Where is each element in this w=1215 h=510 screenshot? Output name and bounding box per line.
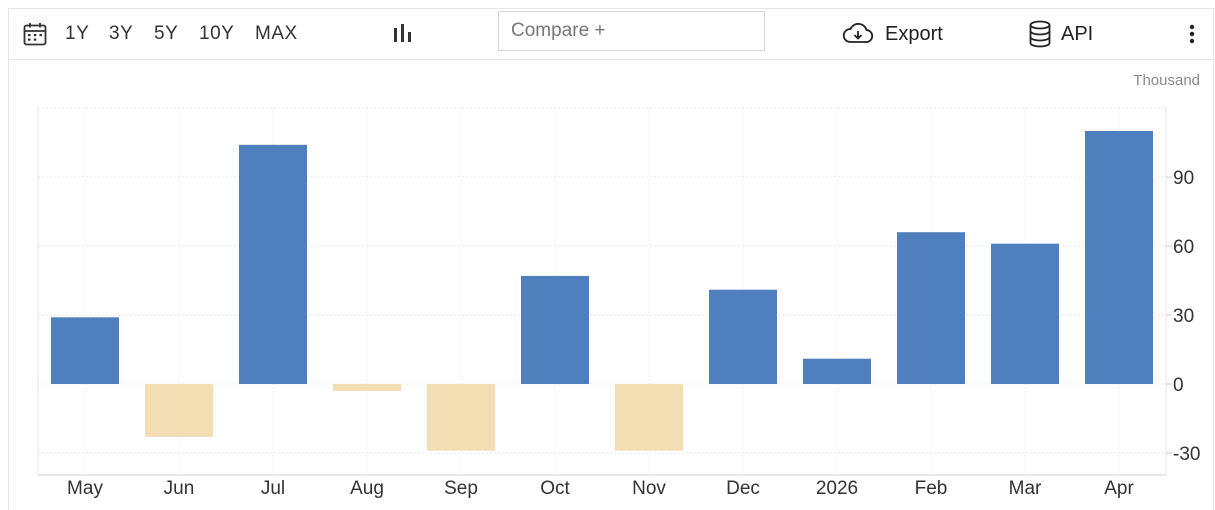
x-tick-label: Apr <box>1104 478 1134 499</box>
y-tick-label: 0 <box>1173 375 1184 396</box>
y-tick-label: 30 <box>1173 306 1194 327</box>
y-tick-label: 60 <box>1173 237 1194 258</box>
compare-input[interactable] <box>511 12 751 50</box>
x-tick-label: Oct <box>540 478 570 499</box>
unit-label: Thousand <box>1133 72 1200 89</box>
chart-toolbar: 1Y 3Y 5Y 10Y MAX Export <box>9 9 1213 60</box>
calendar-icon[interactable] <box>22 9 48 59</box>
range-5y-button[interactable]: 5Y <box>154 23 179 44</box>
x-tick-label: 2026 <box>816 478 858 499</box>
bar-nov <box>615 384 683 451</box>
bar-may <box>51 317 119 384</box>
y-tick-label: -30 <box>1173 444 1200 465</box>
bar-mar <box>991 243 1059 384</box>
x-tick-label: Jun <box>164 478 195 499</box>
bar-jul <box>239 144 307 384</box>
x-tick-label: Jul <box>261 478 285 499</box>
cloud-download-icon <box>842 22 874 46</box>
x-tick-label: May <box>67 478 103 499</box>
x-tick-label: Nov <box>632 478 666 499</box>
x-tick-label: Feb <box>915 478 948 499</box>
range-max-button[interactable]: MAX <box>255 23 298 44</box>
bar-oct <box>521 275 589 384</box>
bar-chart-icon[interactable] <box>392 9 414 59</box>
range-1y-button[interactable]: 1Y <box>65 23 90 44</box>
export-button[interactable]: Export <box>842 9 943 59</box>
range-10y-button[interactable]: 10Y <box>199 23 235 44</box>
bar-apr <box>1085 131 1153 384</box>
bar-jun <box>145 384 213 437</box>
api-button[interactable]: API <box>1028 9 1093 59</box>
bar-dec <box>709 289 777 384</box>
x-tick-label: Aug <box>350 478 384 499</box>
bar-feb <box>897 232 965 384</box>
chart-panel <box>8 8 1214 510</box>
bar-sep <box>427 384 495 451</box>
api-label: API <box>1061 22 1094 45</box>
x-tick-label: Sep <box>444 478 478 499</box>
kebab-menu-icon[interactable] <box>1185 9 1199 59</box>
database-icon <box>1028 20 1052 48</box>
export-label: Export <box>885 22 943 45</box>
bar-2026 <box>803 358 871 384</box>
compare-input-box[interactable] <box>498 11 765 51</box>
range-3y-button[interactable]: 3Y <box>109 23 134 44</box>
x-tick-label: Mar <box>1009 478 1042 499</box>
bar-aug <box>333 384 401 391</box>
y-tick-label: 90 <box>1173 168 1194 189</box>
x-tick-label: Dec <box>726 478 760 499</box>
